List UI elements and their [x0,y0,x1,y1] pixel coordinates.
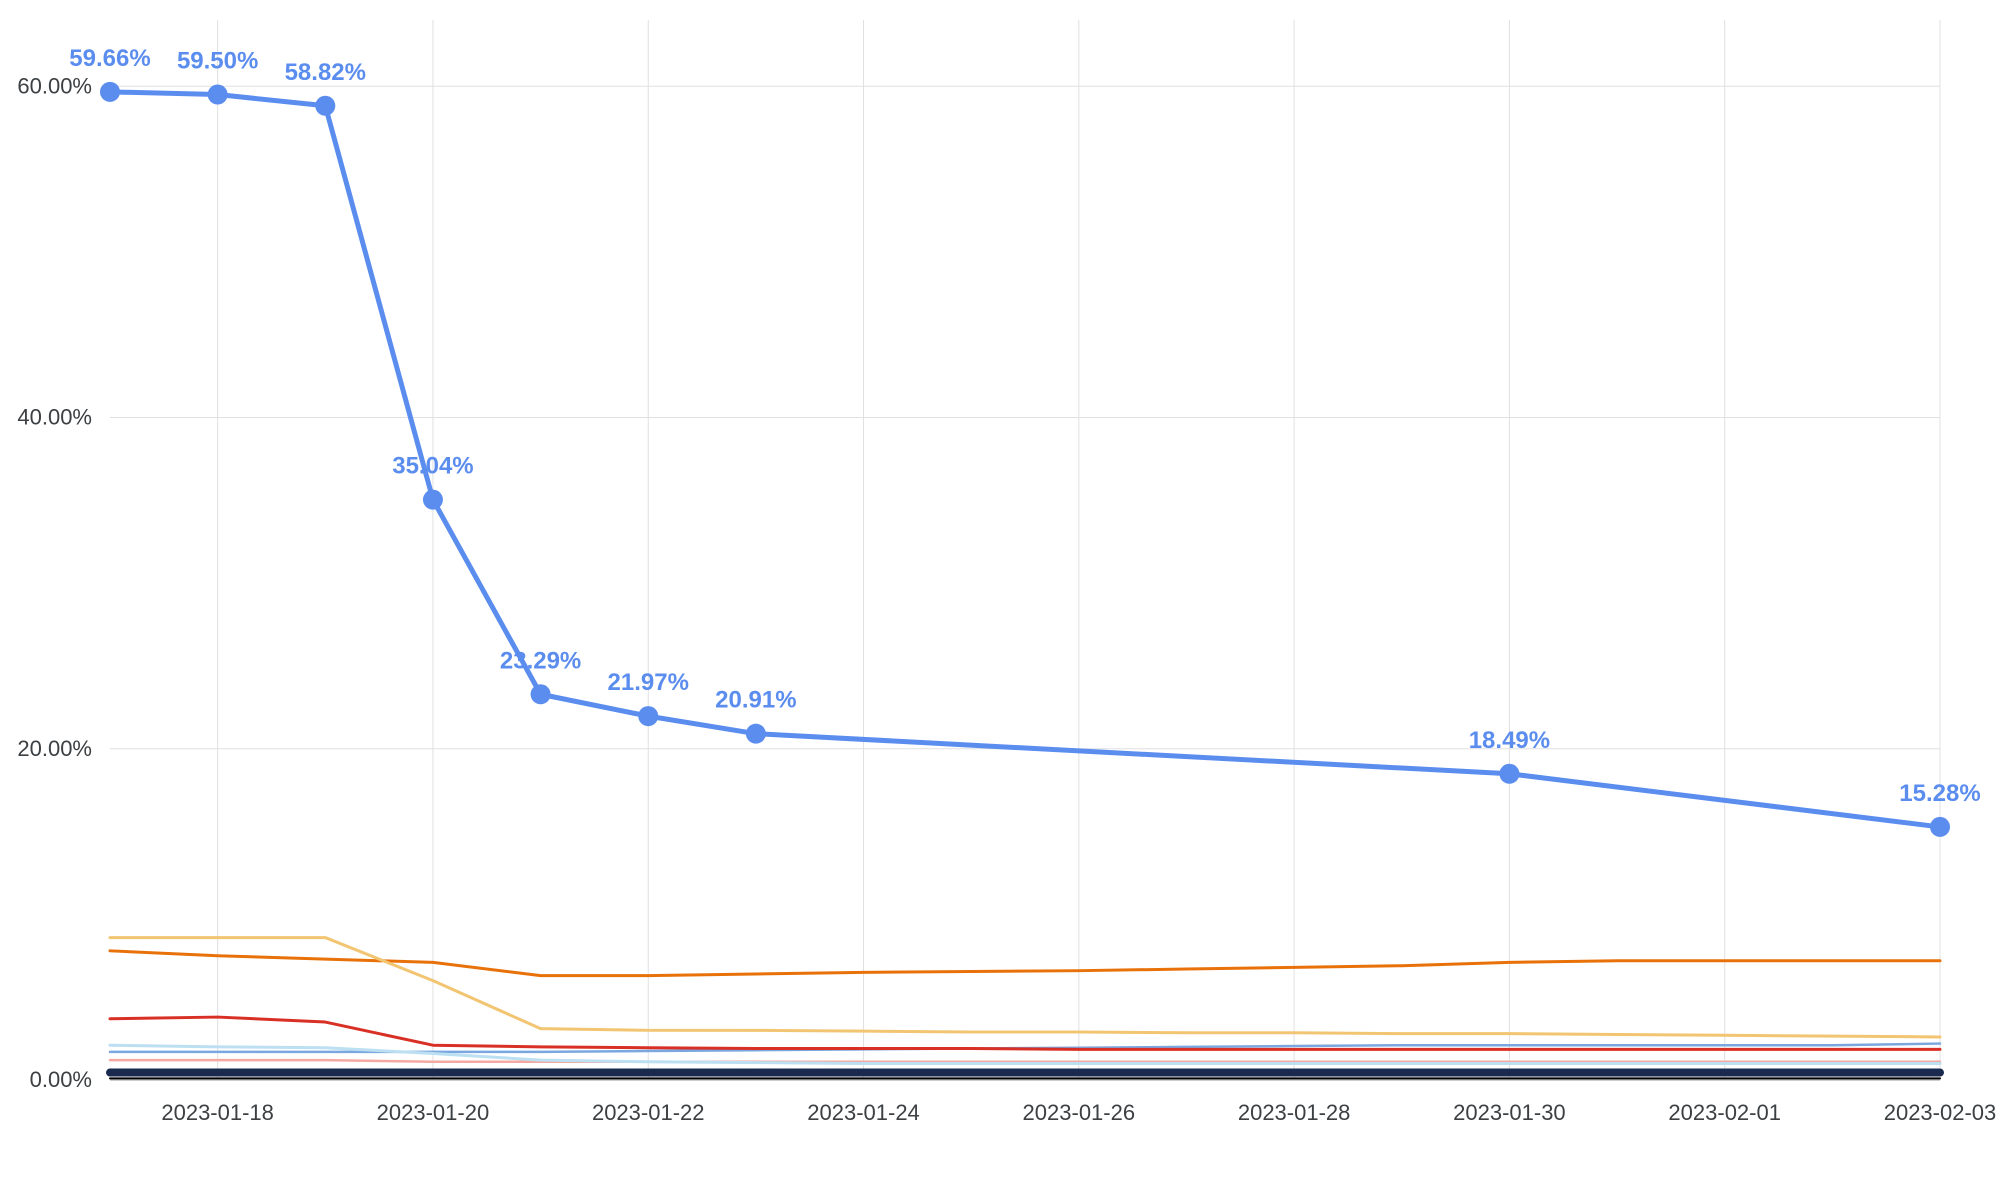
y-tick-label: 20.00% [17,736,92,761]
x-tick-label: 2023-01-28 [1238,1100,1351,1125]
x-tick-label: 2023-01-24 [807,1100,920,1125]
x-tick-label: 2023-02-01 [1668,1100,1781,1125]
line-chart: 0.00% 20.00% 40.00% 60.00% 2023-01-18 2023-01… [0,0,1999,1178]
series-marker-primary [423,490,443,510]
x-tick-label: 2023-01-30 [1453,1100,1566,1125]
data-label-primary: 15.28% [1899,780,1980,807]
x-tick-label: 2023-01-22 [592,1100,705,1125]
x-tick-label: 2023-01-20 [377,1100,490,1125]
y-tick-label: 0.00% [30,1067,92,1092]
series-marker-primary [315,96,335,116]
data-label-primary: 35.04% [392,453,473,480]
series-marker-primary [638,706,658,726]
series-marker-primary [1499,764,1519,784]
series-marker-primary [208,85,228,105]
series-marker-primary [531,684,551,704]
data-label-primary: 23.29% [500,647,581,674]
data-label-primary: 21.97% [608,669,689,696]
x-tick-label: 2023-01-18 [161,1100,274,1125]
chart-svg: 0.00% 20.00% 40.00% 60.00% 2023-01-18 2023-01… [0,0,1999,1178]
series-marker-primary [746,724,766,744]
series-marker-primary [1930,817,1950,837]
x-tick-label: 2023-01-26 [1023,1100,1136,1125]
data-label-primary: 59.66% [69,45,150,72]
y-tick-label: 40.00% [17,405,92,430]
x-tick-label: 2023-02-03 [1884,1100,1997,1125]
data-label-primary: 59.50% [177,48,258,75]
y-tick-label: 60.00% [17,73,92,98]
data-label-primary: 58.82% [285,59,366,86]
data-label-primary: 20.91% [715,687,796,714]
data-label-primary: 18.49% [1469,727,1550,754]
series-marker-primary [100,82,120,102]
